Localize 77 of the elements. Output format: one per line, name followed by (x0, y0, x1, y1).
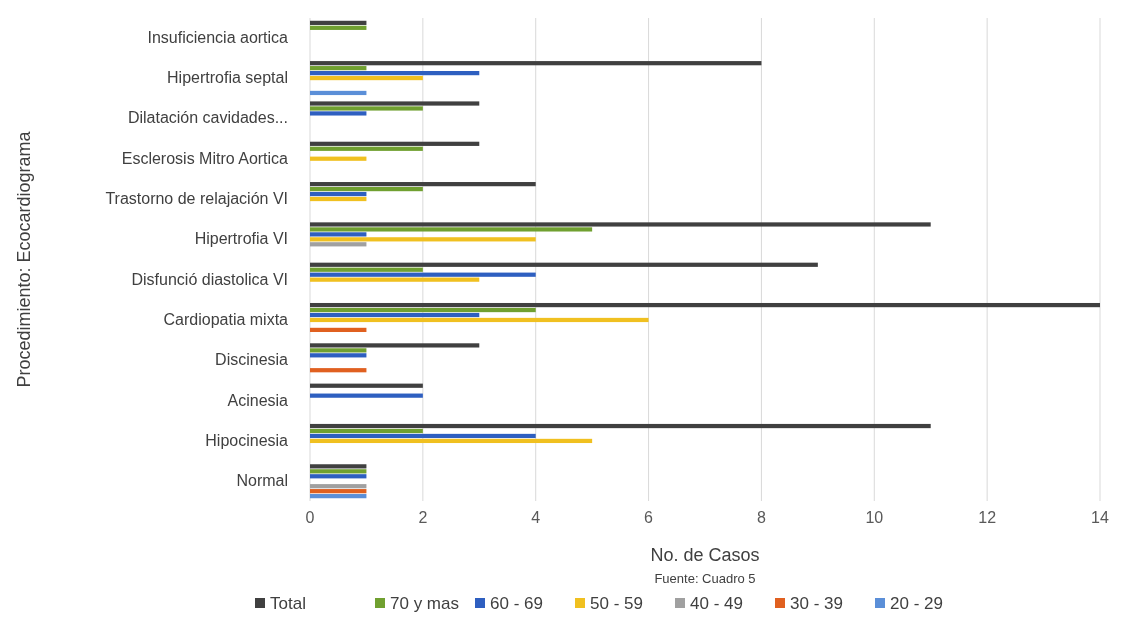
bar (310, 191, 367, 197)
legend-label: 70 y mas (390, 594, 459, 613)
y-tick-label: Hipertrofia septal (167, 69, 288, 87)
bar (310, 469, 367, 474)
bar (310, 232, 367, 237)
legend-label: Total (270, 594, 306, 613)
y-tick-label: Insuficiencia aortica (147, 28, 289, 46)
bar (310, 111, 367, 116)
bar (310, 75, 423, 81)
bar (310, 196, 367, 202)
source-note: Fuente: Cuadro 5 (654, 571, 756, 586)
bar (310, 237, 536, 242)
x-tick-label: 2 (418, 509, 428, 526)
x-tick-label: 0 (305, 509, 315, 526)
bar (310, 438, 593, 444)
x-tick-label: 6 (644, 509, 654, 526)
legend-label: 40 - 49 (690, 594, 743, 613)
y-tick-label: Cardiopatia mixta (163, 310, 289, 328)
y-tick-label: Disfunció diastolica VI (131, 270, 288, 288)
y-tick-label: Normal (236, 472, 288, 490)
bar (310, 348, 367, 353)
bar (310, 368, 367, 373)
bar (310, 90, 367, 96)
bar (310, 222, 931, 227)
bar (310, 66, 367, 71)
bar (310, 272, 536, 277)
bar (310, 106, 423, 111)
x-tick-label: 10 (865, 509, 884, 526)
bar (310, 494, 367, 499)
legend-label: 50 - 59 (590, 594, 643, 613)
bar (310, 474, 367, 479)
legend-label: 60 - 69 (490, 594, 543, 613)
bar (310, 302, 1100, 308)
bar (310, 428, 423, 434)
legend-label: 20 - 29 (890, 594, 943, 613)
bar (310, 146, 423, 151)
bar (310, 71, 480, 76)
bar (310, 61, 762, 66)
bar (310, 353, 367, 358)
bar (310, 464, 367, 469)
bar (310, 267, 423, 272)
bar (310, 383, 423, 388)
y-tick-label: Dilatación cavidades... (127, 109, 288, 127)
bar (310, 307, 536, 313)
y-tick-label: Esclerosis Mitro Aortica (121, 149, 289, 167)
bar (310, 423, 931, 429)
bar (310, 262, 818, 267)
bar (310, 312, 480, 318)
bar (310, 101, 480, 106)
bar (310, 227, 593, 232)
x-tick-label: 4 (531, 509, 541, 526)
bar (310, 317, 649, 323)
legend-label: 30 - 39 (790, 594, 843, 613)
y-tick-label: Acinesia (227, 391, 289, 409)
y-tick-label: Discinesia (215, 351, 289, 369)
bar (310, 182, 536, 187)
bar (310, 393, 423, 398)
y-tick-label: Hipertrofia VI (194, 230, 288, 248)
bar (310, 484, 367, 489)
x-tick-label: 12 (978, 509, 997, 526)
bar (310, 25, 367, 30)
y-tick-label: Hipocinesia (205, 431, 289, 449)
bar (310, 242, 367, 247)
bar (310, 156, 367, 161)
x-tick-label: 8 (756, 509, 766, 526)
x-axis-title: No. de Casos (650, 545, 760, 565)
bar (310, 343, 480, 348)
y-axis-title: Procedimiento: Ecocardiograma (14, 130, 34, 388)
bar (310, 489, 367, 494)
bar (310, 433, 536, 439)
x-tick-label: 14 (1091, 509, 1109, 526)
bar (310, 141, 480, 146)
y-tick-label: Trastorno de relajación VI (105, 190, 288, 208)
bar (310, 277, 480, 282)
bar (310, 20, 367, 25)
bar (310, 327, 367, 333)
bar (310, 186, 423, 192)
